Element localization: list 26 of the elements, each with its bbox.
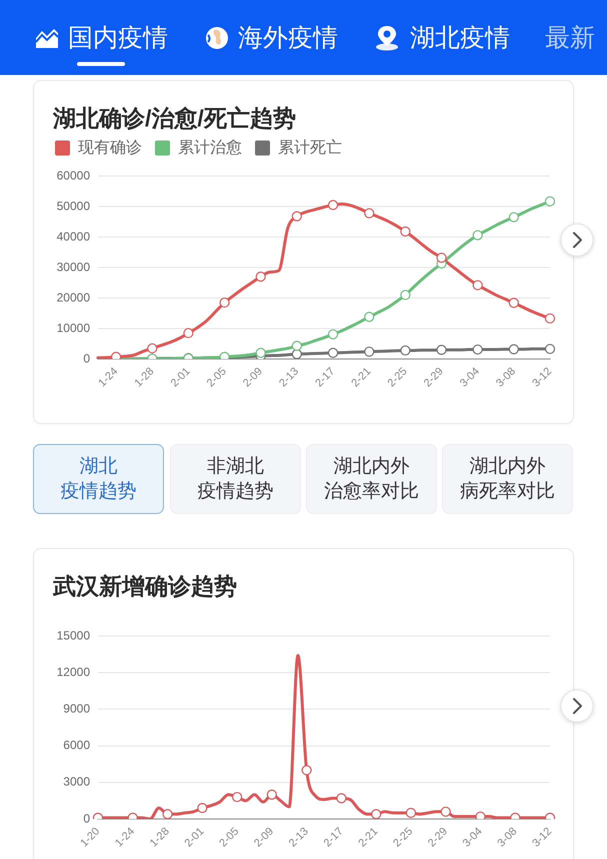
y-tick-label: 0 xyxy=(83,351,90,366)
y-tick-label: 9000 xyxy=(63,702,90,716)
y-tick-label: 20000 xyxy=(56,290,90,304)
text: 湖北疫情 xyxy=(410,23,510,54)
legend-label: 现有确诊 xyxy=(78,139,142,156)
legend-label: 累计死亡 xyxy=(278,138,342,156)
chart-title: 武汉新增确诊趋势 xyxy=(53,572,237,600)
y-tick-label: 10000 xyxy=(56,320,90,335)
y-tick-label: 6000 xyxy=(63,738,90,752)
y-tick-label: 12000 xyxy=(56,664,90,679)
tab-button[interactable]: 非湖北疫情趋势 xyxy=(170,444,301,514)
chart-title: 湖北确诊/治愈/死亡趋势 xyxy=(53,104,296,132)
text: 最新 xyxy=(545,23,595,54)
y-tick-label: 3000 xyxy=(63,774,90,789)
tab-button[interactable]: 湖北内外治愈率对比 xyxy=(306,444,437,514)
text: 国内疫情 xyxy=(68,23,168,54)
text: 海外疫情 xyxy=(238,23,338,54)
y-tick-label: 0 xyxy=(83,811,90,826)
legend-label: 累计治愈 xyxy=(178,138,242,156)
y-tick-label: 40000 xyxy=(56,229,90,244)
y-tick-label: 15000 xyxy=(56,628,90,642)
y-tick-label: 50000 xyxy=(56,198,90,213)
y-tick-label: 60000 xyxy=(56,168,90,182)
tab-button[interactable]: 湖北内外病死率对比 xyxy=(442,444,573,514)
y-tick-label: 30000 xyxy=(56,260,90,274)
tab-button[interactable]: 湖北疫情趋势 xyxy=(33,444,164,514)
